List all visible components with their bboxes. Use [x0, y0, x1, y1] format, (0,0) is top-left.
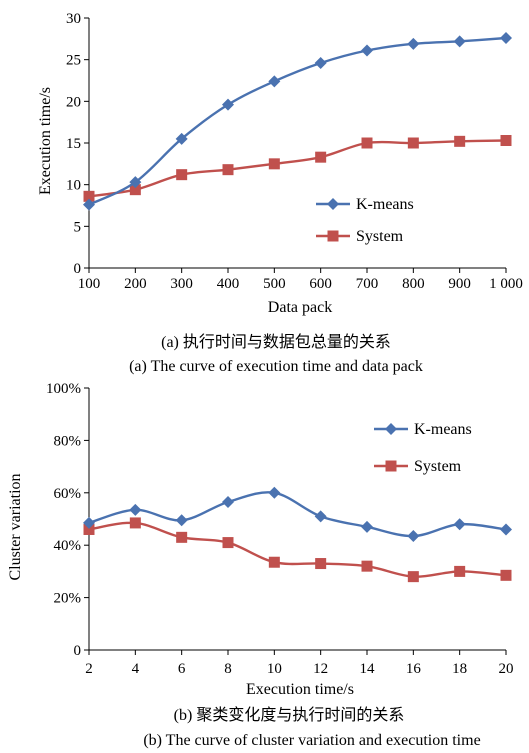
chart-a: 0 5 10 15 20 25 30 100 200 300 400 500 600 700 800 900 1… — [37, 11, 523, 316]
data-point-k-means — [83, 516, 95, 529]
data-point-system — [361, 560, 373, 572]
legend-marker-system — [385, 460, 397, 472]
y-tick-label: 5 — [74, 219, 82, 235]
y-axis-label: Execution time/s — [37, 87, 54, 195]
data-point-k-means — [129, 176, 142, 189]
legend-marker-k-means — [327, 198, 339, 210]
x-tick-label: 500 — [263, 276, 286, 292]
data-point-system — [315, 151, 327, 163]
x-tick-label: 100 — [78, 276, 101, 292]
data-point-k-means — [407, 530, 420, 543]
x-tick-label: 14 — [360, 661, 376, 677]
y-tick-label: 80% — [54, 433, 82, 449]
data-point-k-means — [222, 495, 234, 508]
data-point-system — [500, 135, 512, 146]
x-tick-label: 4 — [132, 661, 140, 677]
data-point-k-means — [129, 503, 142, 516]
y-tick-label: 40% — [54, 538, 82, 554]
x-tick-label: 18 — [452, 661, 467, 677]
data-point-system — [129, 517, 141, 529]
data-point-k-means — [314, 57, 327, 69]
data-point-system — [268, 158, 280, 170]
x-tick-label: 800 — [402, 276, 425, 292]
data-point-system — [222, 164, 234, 176]
y-tick-label: 20% — [54, 591, 82, 607]
data-point-k-means — [500, 523, 512, 536]
x-tick-label: 8 — [224, 661, 232, 677]
x-tick-label: 900 — [448, 276, 471, 292]
y-tick-label: 0 — [74, 261, 82, 277]
x-tick-label: 12 — [313, 661, 328, 677]
legend-marker-k-means — [385, 423, 397, 435]
y-tick-label: 20 — [66, 94, 81, 110]
data-point-k-means — [175, 132, 188, 145]
x-tick-label: 10 — [267, 661, 282, 677]
data-point-system — [176, 169, 188, 181]
data-point-system — [407, 571, 419, 583]
legend-label-k-means: K-means — [356, 196, 414, 213]
data-point-system — [176, 531, 188, 543]
data-point-k-means — [407, 37, 420, 50]
data-point-k-means — [361, 520, 373, 533]
x-axis-label: Data pack — [268, 299, 332, 316]
y-tick-label: 10 — [66, 178, 81, 194]
data-point-system — [268, 556, 280, 568]
data-point-k-means — [268, 75, 281, 88]
caption-a-cn: (a) 执行时间与数据包总量的关系 — [161, 333, 391, 351]
data-point-system — [500, 569, 512, 581]
data-point-k-means — [175, 514, 188, 527]
caption-b-cn: (b) 聚类变化度与执行时间的关系 — [174, 706, 405, 724]
caption-b-en: (b) The curve of cluster variation and e… — [143, 732, 480, 749]
x-tick-label: 300 — [170, 276, 193, 292]
data-point-system — [454, 135, 466, 147]
y-tick-label: 0 — [74, 643, 82, 659]
legend-marker-system — [327, 230, 339, 242]
legend-label-system: System — [356, 228, 404, 245]
data-point-system — [454, 565, 466, 577]
x-tick-label: 6 — [178, 661, 186, 677]
data-point-k-means — [268, 486, 281, 499]
x-tick-label: 1 000 — [489, 276, 523, 292]
caption-a-en: (a) The curve of execution time and data… — [129, 358, 423, 375]
data-point-k-means — [83, 198, 95, 211]
series-line-system — [88, 521, 507, 578]
data-point-k-means — [500, 32, 512, 44]
y-axis-label: Cluster variation — [7, 473, 24, 580]
x-axis-label: Execution time/s — [246, 681, 354, 698]
series-line-k-means — [88, 36, 507, 206]
data-point-system — [407, 137, 419, 149]
x-tick-label: 2 — [85, 661, 93, 677]
x-tick-label: 16 — [406, 661, 422, 677]
legend-label-k-means: K-means — [414, 421, 472, 438]
data-point-k-means — [314, 510, 327, 523]
x-tick-label: 20 — [499, 661, 514, 677]
chart-b: 0 20% 40% 60% 80% 100% 2 4 6 8 10 12 14 16 18 20 Executi… — [7, 381, 514, 698]
series-line-k-means — [88, 491, 507, 538]
x-tick-label: 200 — [124, 276, 147, 292]
data-point-system — [315, 558, 327, 570]
series-line-system — [88, 139, 507, 198]
x-tick-label: 600 — [309, 276, 332, 292]
data-point-k-means — [222, 98, 234, 111]
data-point-system — [361, 137, 373, 149]
x-tick-label: 400 — [217, 276, 240, 292]
x-tick-label: 700 — [356, 276, 379, 292]
y-tick-label: 60% — [54, 486, 82, 502]
data-point-system — [222, 537, 234, 549]
data-point-k-means — [453, 518, 466, 531]
y-tick-label: 100% — [46, 381, 81, 397]
data-point-system — [83, 523, 95, 535]
legend-label-system: System — [414, 458, 462, 475]
data-point-k-means — [453, 35, 466, 48]
data-point-k-means — [361, 44, 373, 57]
y-tick-label: 15 — [66, 136, 81, 152]
y-tick-label: 25 — [66, 53, 81, 69]
data-point-system — [83, 190, 95, 202]
data-point-system — [129, 184, 141, 196]
y-tick-label: 30 — [66, 11, 81, 27]
